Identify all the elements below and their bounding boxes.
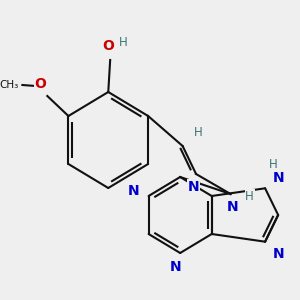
Text: O: O <box>35 77 46 91</box>
Text: N: N <box>128 184 139 198</box>
Text: N: N <box>273 171 284 185</box>
Text: CH₃: CH₃ <box>0 80 19 90</box>
Text: N: N <box>188 180 199 194</box>
Text: H: H <box>268 158 277 171</box>
Text: H: H <box>119 35 128 49</box>
Text: H: H <box>245 190 254 202</box>
Text: N: N <box>169 260 181 274</box>
Text: O: O <box>102 39 114 53</box>
Text: N: N <box>227 200 238 214</box>
Text: N: N <box>273 247 284 261</box>
Text: H: H <box>194 125 202 139</box>
